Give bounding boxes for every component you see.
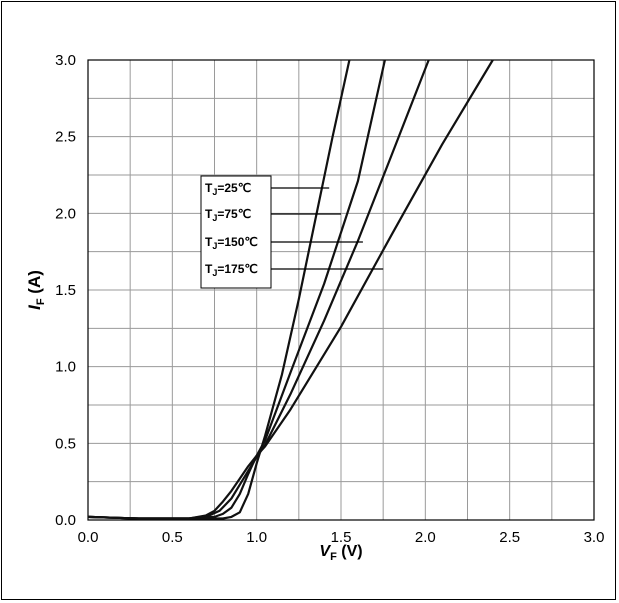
y-tick-label: 0.0 xyxy=(55,512,76,529)
series-line-1 xyxy=(87,59,351,520)
x-tick-label: 1.0 xyxy=(246,529,267,546)
grid xyxy=(87,59,595,521)
y-tick-label: 3.0 xyxy=(55,52,76,69)
series-line-4 xyxy=(87,59,494,520)
x-tick-label: 2.5 xyxy=(499,529,520,546)
legend: TJ=25℃ TJ=75℃ TJ=150℃ TJ=175℃ xyxy=(200,175,384,289)
legend-entry: TJ=150℃ xyxy=(205,235,258,251)
x-tick-label: 0.0 xyxy=(78,529,99,546)
y-axis-title: IF (A) xyxy=(25,270,47,310)
series-lines xyxy=(87,59,494,520)
legend-entry: TJ=75℃ xyxy=(205,207,251,223)
y-tick-label: 1.0 xyxy=(55,359,76,376)
series-line-3 xyxy=(87,59,430,520)
x-tick-label: 3.0 xyxy=(584,529,605,546)
legend-entry: TJ=175℃ xyxy=(205,262,258,278)
x-tick-label: 0.5 xyxy=(162,529,183,546)
y-tick-label: 2.0 xyxy=(55,205,76,222)
x-axis-title: VF (V) xyxy=(319,543,362,563)
y-tick-label: 0.5 xyxy=(55,435,76,452)
y-tick-label: 1.5 xyxy=(55,282,76,299)
series-line-2 xyxy=(87,59,386,520)
legend-box xyxy=(200,175,272,289)
legend-entry: TJ=25℃ xyxy=(205,181,251,197)
y-tick-label: 2.5 xyxy=(55,129,76,146)
x-tick-label: 2.0 xyxy=(415,529,436,546)
x-tick-label: 1.5 xyxy=(331,529,352,546)
plot-border xyxy=(87,59,595,521)
